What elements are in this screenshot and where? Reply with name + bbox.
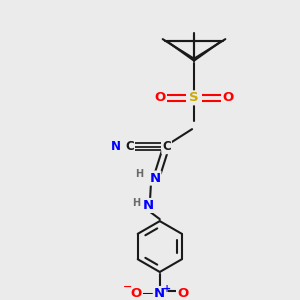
Text: H: H — [132, 199, 140, 208]
Text: +: + — [163, 284, 171, 294]
Text: O: O — [154, 91, 165, 104]
Text: N: N — [154, 287, 165, 300]
Text: S: S — [189, 91, 199, 104]
Text: O: O — [131, 287, 142, 300]
Text: N: N — [149, 172, 161, 184]
Text: C: C — [162, 140, 171, 153]
Text: O: O — [178, 287, 189, 300]
Text: O: O — [223, 91, 234, 104]
Text: H: H — [135, 169, 143, 179]
Text: N: N — [142, 199, 154, 212]
Text: N: N — [111, 140, 121, 153]
Text: −: − — [123, 282, 132, 292]
Text: C: C — [125, 140, 134, 153]
